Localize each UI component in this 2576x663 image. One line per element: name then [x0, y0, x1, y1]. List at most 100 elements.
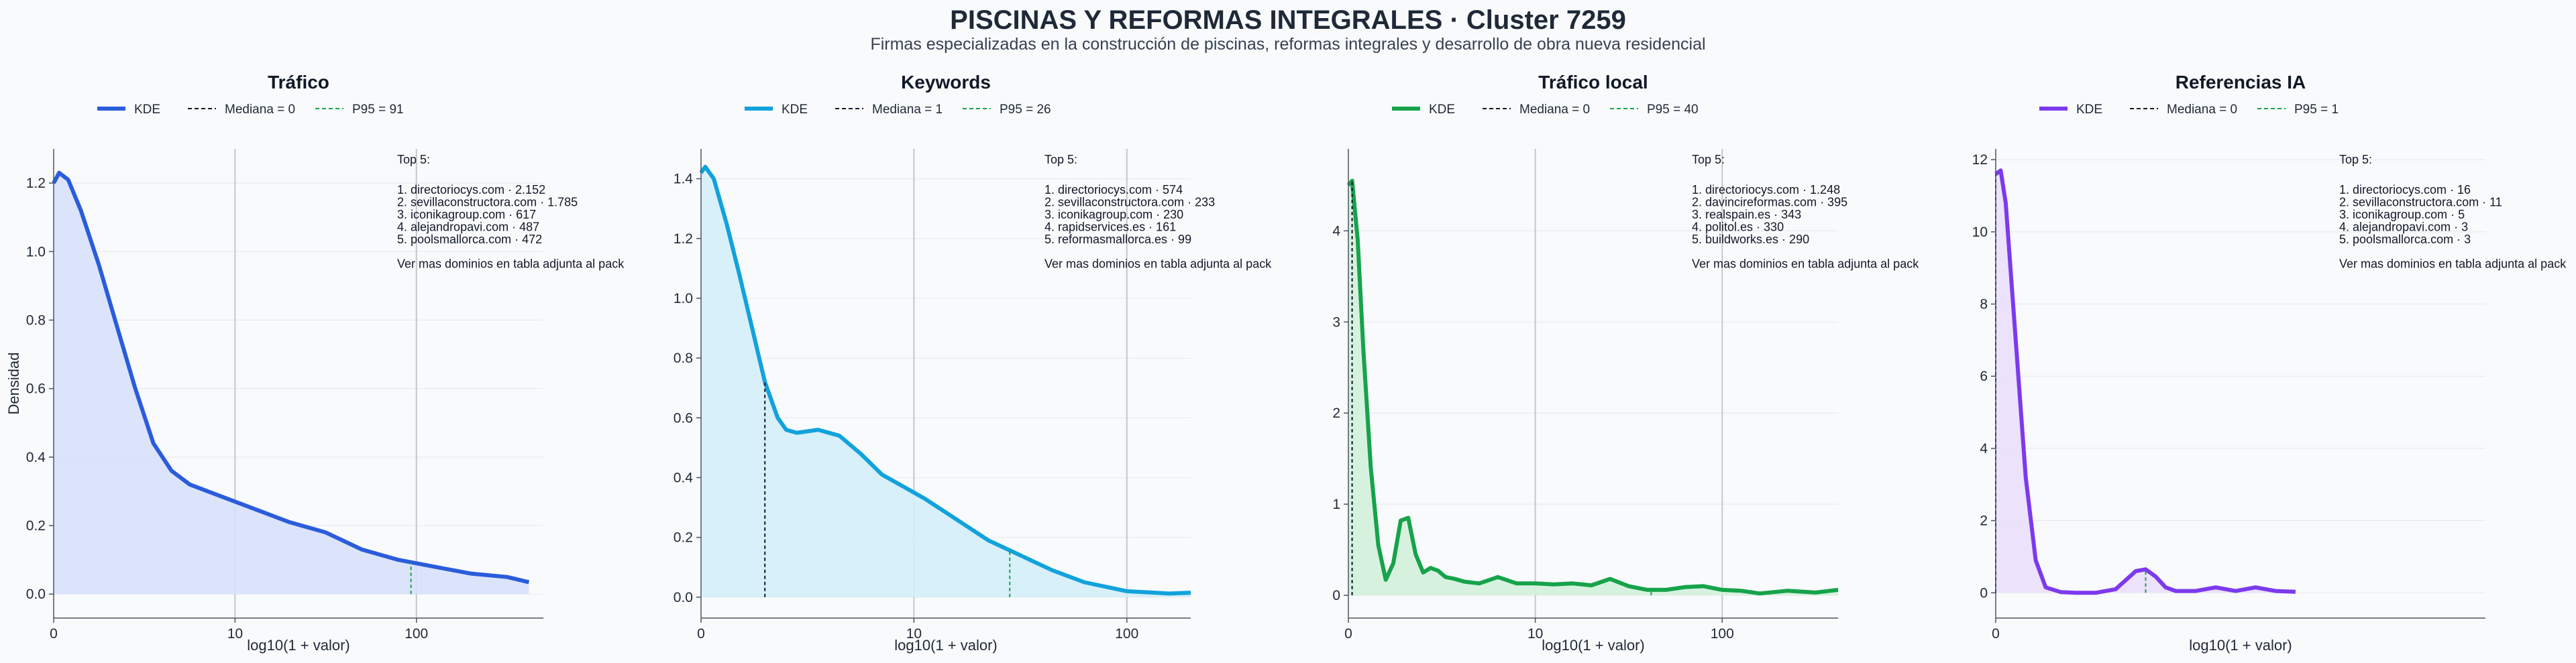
top5-item: 3. iconikagroup.com · 5	[2339, 208, 2465, 221]
kde-line	[699, 164, 1191, 596]
top5-item: 4. alejandropavi.com · 3	[2339, 221, 2468, 234]
x-tick-label: 10	[906, 626, 922, 642]
top5-item: 4. alejandropavi.com · 487	[397, 221, 539, 234]
y-tick-label: 10	[1972, 225, 1988, 240]
legend-p95-label: P95 = 40	[1647, 103, 1699, 117]
y-tick-label: 1.0	[26, 244, 46, 259]
x-tick-label: 100	[405, 626, 428, 642]
top5-item: 1. directoriocys.com · 16	[2339, 183, 2471, 196]
y-tick-label: 0.8	[674, 351, 693, 366]
chart-title: Referencias IA	[2176, 72, 2306, 93]
x-tick-label: 10	[227, 626, 243, 642]
plot-area	[1348, 149, 1838, 618]
legend-p95-label: P95 = 26	[1000, 103, 1051, 117]
y-tick-label: 0.2	[674, 530, 693, 546]
kde-area	[1996, 170, 2296, 593]
x-tick-label: 0	[1344, 626, 1352, 642]
chart-panel-3: Tráfico local KDE Mediana = 0 P95 = 40 0 1 2 3 4…	[1332, 72, 1919, 654]
top5-footer: Ver mas dominios en tabla adjunta al pac…	[397, 257, 625, 271]
y-tick-label: 1.0	[674, 291, 693, 306]
y-tick-label: 0	[1980, 585, 1988, 601]
y-tick-label: 3	[1332, 314, 1340, 330]
y-tick-label: 6	[1980, 369, 1988, 384]
kde-area	[701, 166, 1191, 597]
kde-area	[1348, 180, 1838, 596]
x-axis-label: log10(1 + valor)	[1542, 637, 1644, 654]
top5-item: 2. sevillaconstructora.com · 233	[1044, 196, 1215, 209]
kde-line	[52, 170, 530, 585]
legend-kde-label: KDE	[2076, 103, 2102, 117]
y-tick-label: 1.2	[674, 231, 693, 247]
x-tick-label: 0	[1992, 626, 2000, 642]
top5-item: 4. politol.es · 330	[1692, 221, 1784, 234]
top5-item: 1. directoriocys.com · 574	[1044, 183, 1183, 196]
x-tick-label: 0	[697, 626, 705, 642]
y-tick-label: 0.4	[26, 450, 46, 465]
y-tick-label: 0.6	[674, 410, 693, 426]
top5-item: 5. poolsmallorca.com · 3	[2339, 233, 2471, 246]
top5-item: 3. iconikagroup.com · 617	[397, 208, 536, 221]
top5-item: 5. buildworks.es · 290	[1692, 233, 1809, 246]
kde-line	[1346, 178, 1839, 596]
top5-item: 1. directoriocys.com · 2.152	[397, 183, 545, 196]
top5-item: 3. realspain.es · 343	[1692, 208, 1801, 221]
chart-title: Tráfico	[268, 72, 329, 93]
page-title: PISCINAS Y REFORMAS INTEGRALES · Cluster…	[950, 5, 1626, 35]
top5-header: Top 5:	[1044, 153, 1077, 166]
chart-panel-4: Referencias IA KDE Mediana = 0 P95 = 1 0 2 4 6 8…	[1972, 72, 2567, 654]
top5-item: 3. iconikagroup.com · 230	[1044, 208, 1183, 221]
x-tick-label: 100	[1115, 626, 1138, 642]
top5-item: 2. sevillaconstructora.com · 1.785	[397, 196, 578, 209]
y-tick-label: 0.0	[26, 587, 46, 602]
chart-panel-2: Keywords KDE Mediana = 1 P95 = 26 0.0 0.2 0.4 0…	[674, 72, 1272, 654]
top5-item: 2. davincireformas.com · 395	[1692, 196, 1847, 209]
x-tick-label: 100	[1711, 626, 1734, 642]
top5-footer: Ver mas dominios en tabla adjunta al pac…	[1692, 257, 1919, 271]
page-subtitle: Firmas especializadas en la construcción…	[870, 35, 1706, 54]
x-axis-label: log10(1 + valor)	[247, 637, 350, 654]
legend-p95-label: P95 = 91	[352, 103, 404, 117]
y-tick-label: 12	[1972, 152, 1988, 168]
x-axis-label: log10(1 + valor)	[894, 637, 997, 654]
top5-header: Top 5:	[397, 153, 430, 166]
top5-item: 5. reformasmallorca.es · 99	[1044, 233, 1191, 246]
y-tick-label: 2	[1332, 406, 1340, 421]
kde-line	[1994, 168, 2296, 595]
y-tick-label: 4	[1332, 223, 1340, 239]
chart-panel-1: Tráfico KDE Mediana = 0 P95 = 91 0.0 0.2 0.4 0.…	[5, 72, 625, 654]
legend-p95-label: P95 = 1	[2294, 103, 2339, 117]
top5-header: Top 5:	[1692, 153, 1725, 166]
y-tick-label: 0.2	[26, 518, 46, 534]
kde-area	[54, 172, 529, 595]
y-axis-label: Densidad	[5, 353, 22, 415]
legend-median-label: Mediana = 0	[1519, 103, 1590, 117]
top5-item: 4. rapidservices.es · 161	[1044, 221, 1176, 234]
y-tick-label: 2	[1980, 514, 1988, 529]
y-tick-label: 4	[1980, 441, 1988, 457]
top5-footer: Ver mas dominios en tabla adjunta al pac…	[2339, 257, 2567, 271]
x-axis-label: log10(1 + valor)	[2189, 637, 2292, 654]
y-tick-label: 1	[1332, 497, 1340, 512]
y-tick-label: 1.2	[26, 176, 46, 191]
legend-kde-label: KDE	[134, 103, 160, 117]
top5-item: 2. sevillaconstructora.com · 11	[2339, 196, 2502, 209]
x-tick-label: 0	[50, 626, 58, 642]
legend-kde-label: KDE	[1429, 103, 1455, 117]
chart-title: Keywords	[901, 72, 991, 93]
legend-median-label: Mediana = 0	[225, 103, 295, 117]
plot-area	[1996, 149, 2485, 618]
y-tick-label: 0.0	[674, 590, 693, 605]
y-tick-label: 0.6	[26, 381, 46, 397]
top5-item: 5. poolsmallorca.com · 472	[397, 233, 542, 246]
y-tick-label: 1.4	[674, 172, 694, 187]
legend-median-label: Mediana = 0	[2167, 103, 2237, 117]
y-tick-label: 0	[1332, 588, 1340, 603]
top5-footer: Ver mas dominios en tabla adjunta al pac…	[1044, 257, 1272, 271]
y-tick-label: 0.4	[674, 470, 694, 485]
legend-kde-label: KDE	[782, 103, 808, 117]
legend-median-label: Mediana = 1	[872, 103, 943, 117]
y-tick-label: 0.8	[26, 312, 46, 328]
y-tick-label: 8	[1980, 297, 1988, 312]
top5-header: Top 5:	[2339, 153, 2372, 166]
